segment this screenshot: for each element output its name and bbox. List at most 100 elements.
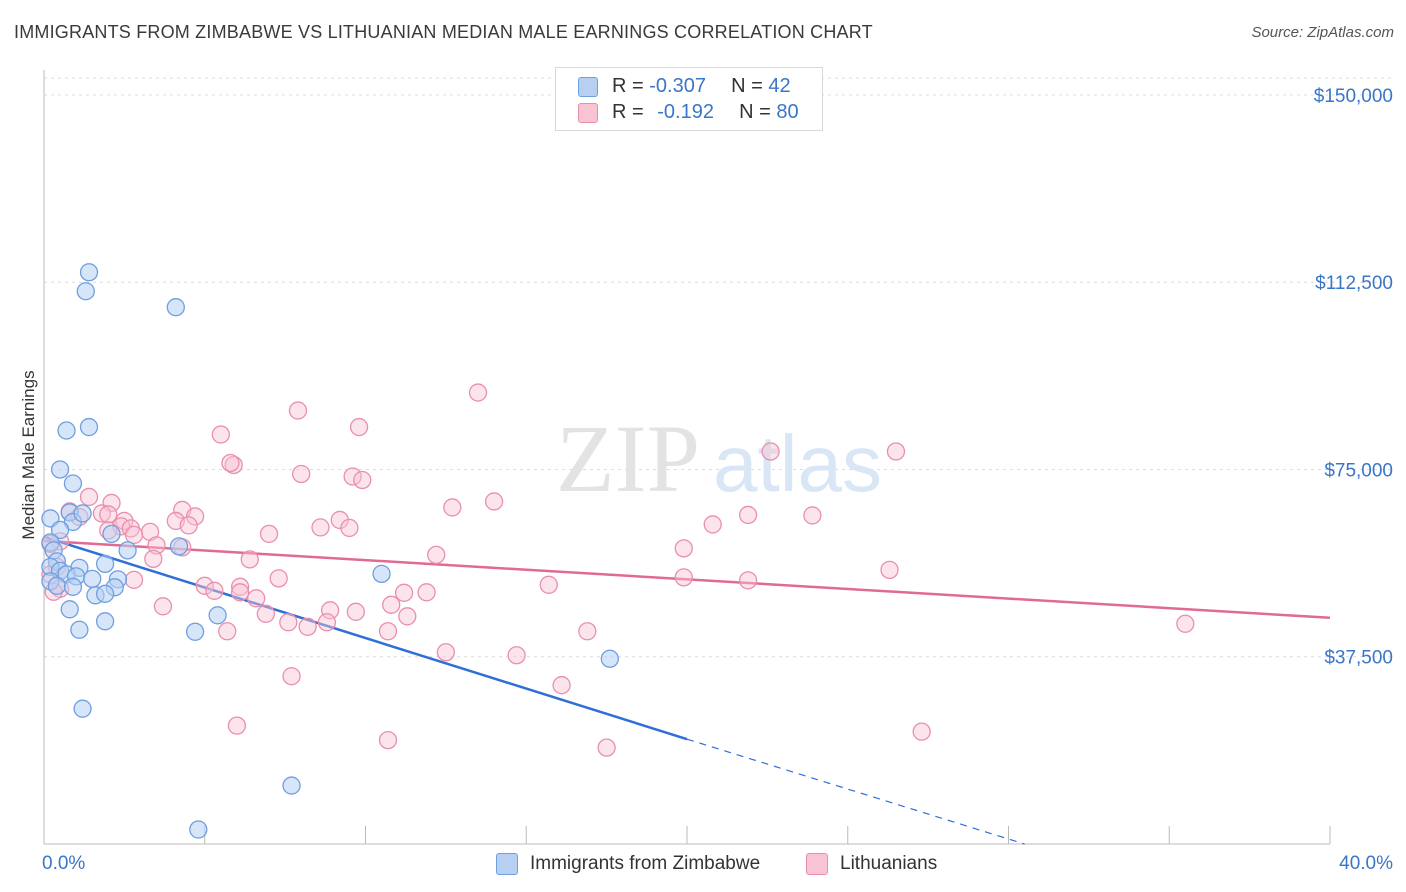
data-point-lithuanians xyxy=(378,730,398,750)
data-point-zimbabwe xyxy=(95,612,115,631)
y-tick-label: $150,000 xyxy=(1314,86,1393,107)
data-point-zimbabwe xyxy=(166,298,185,317)
data-point-zimbabwe xyxy=(600,649,619,668)
data-point-lithuanians xyxy=(343,467,362,486)
data-point-lithuanians xyxy=(124,570,144,589)
legend-r-label: R = xyxy=(612,75,650,97)
data-point-zimbabwe xyxy=(185,622,205,641)
data-point-lithuanians xyxy=(761,442,780,461)
trend-line-zimbabwe-extrapolated xyxy=(686,738,1025,845)
data-point-lithuanians xyxy=(247,589,266,608)
trend-line-lithuanians xyxy=(43,539,1331,620)
data-point-zimbabwe xyxy=(63,474,83,493)
data-point-lithuanians xyxy=(292,464,311,484)
correlation-legend: R = -0.307 N = 42 R = -0.192 N = 80 xyxy=(555,67,823,131)
data-point-lithuanians xyxy=(115,511,134,531)
data-point-lithuanians xyxy=(1176,614,1195,633)
legend-n-label: N = xyxy=(731,75,769,97)
legend-swatch-pink xyxy=(806,853,828,875)
data-point-zimbabwe xyxy=(63,577,83,596)
data-point-zimbabwe xyxy=(47,576,67,595)
data-point-lithuanians xyxy=(394,583,414,602)
data-point-lithuanians xyxy=(311,518,330,537)
data-point-lithuanians xyxy=(179,516,198,535)
y-axis-label: Median Male Earnings xyxy=(19,370,38,539)
data-point-lithuanians xyxy=(218,622,237,641)
data-point-lithuanians xyxy=(298,617,317,636)
data-point-zimbabwe xyxy=(50,460,70,479)
x-tick-label: 0.0% xyxy=(42,853,85,874)
data-point-zimbabwe xyxy=(102,524,121,544)
data-point-lithuanians xyxy=(484,492,504,511)
data-point-lithuanians xyxy=(674,568,693,587)
y-tick-label: $112,500 xyxy=(1315,273,1393,294)
data-point-lithuanians xyxy=(880,560,899,580)
data-point-zimbabwe xyxy=(83,569,102,588)
data-point-lithuanians xyxy=(443,498,462,517)
legend-r-value: -0.307 xyxy=(649,75,706,97)
y-tick-label: $75,000 xyxy=(1324,460,1393,481)
data-point-zimbabwe xyxy=(169,537,189,556)
axes xyxy=(43,70,1331,845)
data-point-lithuanians xyxy=(674,539,693,558)
data-point-zimbabwe xyxy=(79,263,99,282)
trend-lines xyxy=(43,535,1331,845)
data-point-lithuanians xyxy=(195,576,214,595)
data-point-lithuanians xyxy=(92,504,112,523)
data-point-lithuanians xyxy=(269,569,288,588)
data-point-lithuanians xyxy=(205,581,224,600)
data-point-zimbabwe xyxy=(57,421,76,440)
chart-title: IMMIGRANTS FROM ZIMBABWE VS LITHUANIAN M… xyxy=(14,22,873,42)
legend-swatch-blue xyxy=(496,853,518,875)
data-point-lithuanians xyxy=(738,505,758,525)
data-point-lithuanians xyxy=(230,577,250,596)
legend-r-value: -0.192 xyxy=(657,101,714,123)
data-point-zimbabwe xyxy=(79,417,99,437)
series-legend: Immigrants from Zimbabwe Lithuanians xyxy=(0,852,1406,878)
data-point-lithuanians xyxy=(124,525,144,545)
data-point-lithuanians xyxy=(288,401,308,420)
data-point-zimbabwe xyxy=(372,564,391,583)
data-point-lithuanians xyxy=(185,507,205,526)
data-point-lithuanians xyxy=(886,442,906,461)
data-point-lithuanians xyxy=(912,722,931,741)
data-point-zimbabwe xyxy=(208,606,227,625)
legend-n-label: N = xyxy=(739,101,777,123)
data-point-zimbabwe xyxy=(60,600,79,619)
data-point-lithuanians xyxy=(99,505,118,524)
data-point-lithuanians xyxy=(279,613,298,632)
data-point-lithuanians xyxy=(552,676,571,695)
data-point-lithuanians xyxy=(240,550,259,569)
data-point-zimbabwe xyxy=(95,554,115,574)
data-point-lithuanians xyxy=(211,425,230,444)
x-tick-label: 40.0% xyxy=(1339,853,1393,874)
data-point-lithuanians xyxy=(224,455,243,475)
watermark-zip: ZIP xyxy=(556,405,700,512)
y-tick-label: $37,500 xyxy=(1324,648,1393,669)
data-point-zimbabwe xyxy=(76,282,95,301)
data-point-lithuanians xyxy=(738,571,758,590)
series-zimbabwe xyxy=(41,263,619,839)
data-point-lithuanians xyxy=(378,622,398,641)
legend-label: Immigrants from Zimbabwe xyxy=(530,853,761,874)
x-tick-labels: 0.0% 40.0% xyxy=(42,853,1393,874)
data-point-lithuanians xyxy=(507,646,526,665)
data-point-lithuanians xyxy=(256,604,275,623)
data-point-lithuanians xyxy=(436,643,456,662)
data-point-lithuanians xyxy=(539,575,558,594)
data-point-zimbabwe xyxy=(118,541,137,560)
legend-r-label: R = xyxy=(612,101,650,123)
legend-n-value: 80 xyxy=(776,101,799,123)
data-point-lithuanians xyxy=(427,545,446,565)
data-point-lithuanians xyxy=(468,383,488,402)
data-point-lithuanians xyxy=(803,506,822,525)
data-point-lithuanians xyxy=(340,518,359,538)
data-point-lithuanians xyxy=(147,536,166,555)
data-point-lithuanians xyxy=(578,622,597,641)
source-label: Source: ZipAtlas.com xyxy=(1251,24,1394,41)
legend-swatch-pink xyxy=(578,103,598,123)
data-point-lithuanians xyxy=(398,607,417,626)
y-tick-labels: $37,500 $75,000 $112,500 $150,000 xyxy=(1314,86,1393,669)
data-point-lithuanians xyxy=(230,583,250,602)
